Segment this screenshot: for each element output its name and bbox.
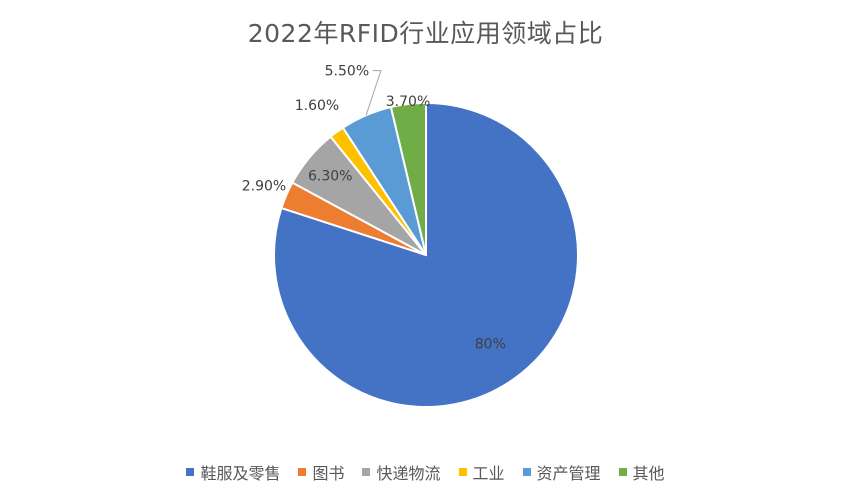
legend-item-6: 其他 — [618, 460, 665, 484]
legend-swatch-2 — [298, 468, 307, 476]
data-label-6: 3.70% — [386, 94, 430, 110]
legend-label-5: 资产管理 — [536, 464, 601, 483]
legend-label-2: 图书 — [312, 464, 345, 483]
legend-swatch-4 — [458, 468, 467, 476]
chart-legend: 鞋服及零售 图书 快递物流 工业 资产管理 其他 — [0, 460, 851, 484]
legend-label-6: 其他 — [632, 464, 665, 483]
legend-item-1: 鞋服及零售 — [186, 460, 280, 484]
data-label-1: 80% — [475, 337, 506, 353]
legend-label-3: 快递物流 — [376, 464, 441, 483]
chart-title: 2022年RFID行业应用领域占比 — [247, 19, 604, 48]
leader-line — [365, 70, 382, 116]
pie-slice-6 — [389, 101, 427, 256]
legend-label-4: 工业 — [472, 464, 505, 483]
data-label-5: 5.50% — [325, 64, 369, 80]
data-label-2: 2.90% — [242, 178, 286, 194]
legend-swatch-1 — [186, 468, 195, 476]
legend-swatch-3 — [362, 468, 371, 476]
data-label-3: 6.30% — [308, 168, 352, 184]
legend-item-2: 图书 — [298, 460, 344, 484]
legend-item-3: 快递物流 — [362, 460, 441, 484]
legend-item-5: 资产管理 — [522, 460, 601, 484]
legend-swatch-6 — [618, 468, 627, 476]
legend-item-4: 工业 — [458, 460, 505, 484]
data-label-4: 1.60% — [295, 98, 339, 114]
legend-swatch-5 — [522, 468, 531, 476]
legend-label-1: 鞋服及零售 — [200, 464, 281, 483]
